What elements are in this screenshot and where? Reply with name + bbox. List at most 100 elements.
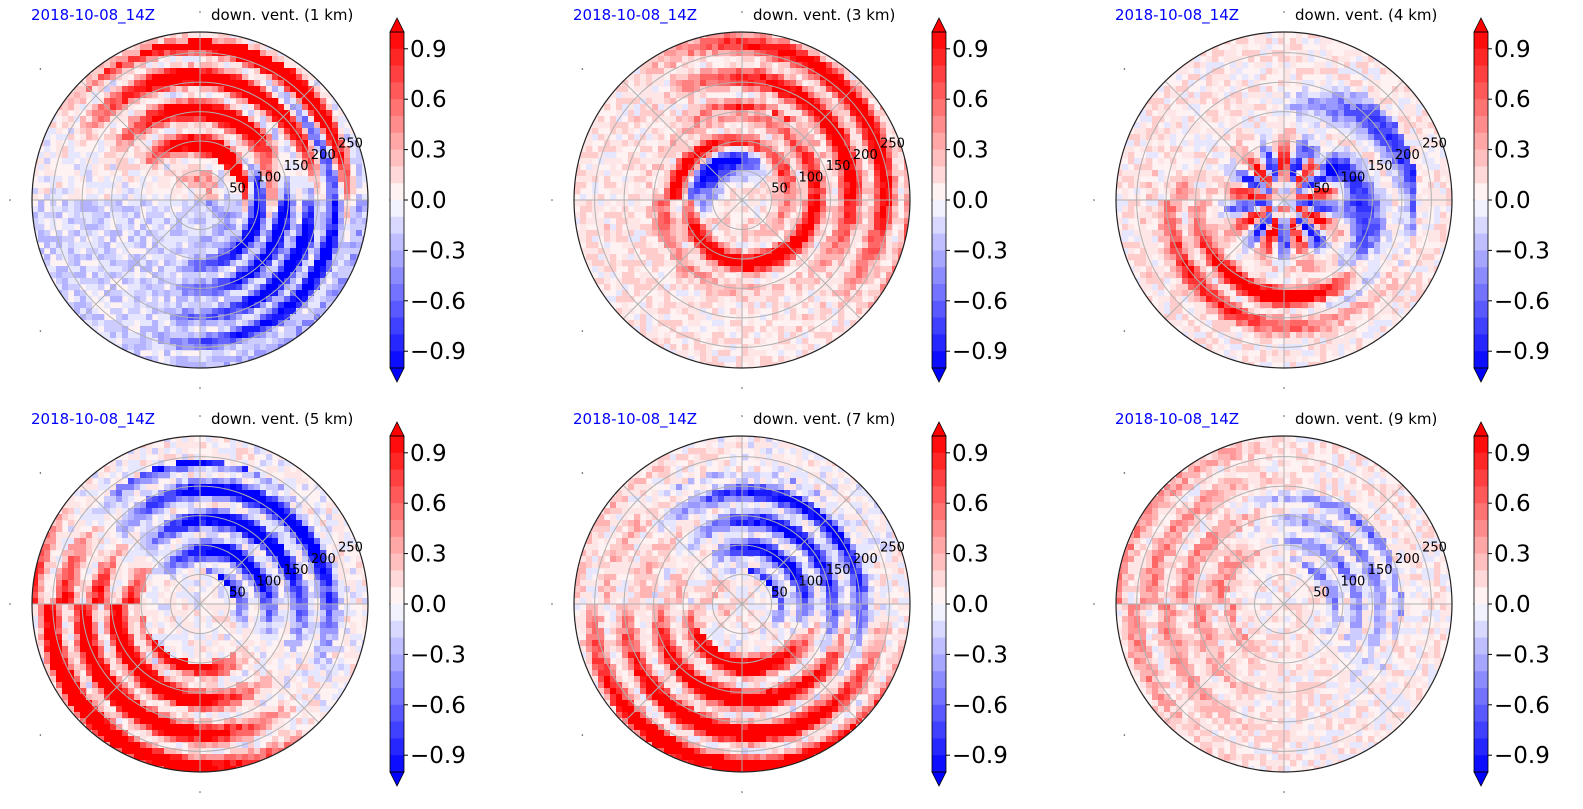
field-cell [580, 200, 587, 207]
field-cell [886, 122, 893, 129]
field-cell [736, 266, 743, 273]
field-cell [182, 116, 189, 123]
field-cell [808, 320, 815, 327]
field-cell [646, 134, 653, 141]
field-cell [92, 200, 99, 207]
field-cell [778, 266, 785, 273]
colorbar-band [390, 116, 404, 134]
field-cell [826, 134, 833, 141]
field-cell [302, 212, 309, 219]
field-cell [688, 194, 695, 201]
field-cell [140, 116, 147, 123]
field-cell [862, 200, 869, 207]
field-cell [1242, 80, 1249, 87]
field-cell [856, 200, 863, 207]
field-cell [874, 128, 881, 135]
field-cell [146, 50, 153, 57]
field-cell [200, 302, 207, 309]
field-cell [610, 230, 617, 237]
field-cell [1248, 116, 1255, 123]
field-cell [170, 302, 177, 309]
field-cell [652, 68, 659, 75]
field-cell [248, 326, 255, 333]
field-cell [164, 134, 171, 141]
field-cell [158, 92, 165, 99]
field-cell [688, 98, 695, 105]
field-cell [164, 326, 171, 333]
field-cell [194, 38, 201, 45]
field-cell [1326, 98, 1333, 105]
field-cell [164, 278, 171, 285]
field-cell [146, 206, 153, 213]
field-cell [284, 104, 291, 111]
field-cell [670, 206, 677, 213]
field-cell [92, 116, 99, 123]
field-cell [730, 332, 737, 339]
field-cell [706, 224, 713, 231]
field-cell [826, 266, 833, 273]
field-cell [628, 200, 635, 207]
field-cell [176, 104, 183, 111]
field-cell [652, 194, 659, 201]
field-cell [296, 146, 303, 153]
field-cell [218, 338, 225, 345]
field-cell [236, 290, 243, 297]
field-cell [1218, 50, 1225, 57]
field-cell [598, 194, 605, 201]
field-cell [296, 278, 303, 285]
field-cell [218, 80, 225, 87]
field-cell [152, 80, 159, 87]
field-cell [844, 284, 851, 291]
field-cell [56, 128, 63, 135]
field-cell [616, 236, 623, 243]
field-cell [236, 194, 243, 201]
field-cell [742, 188, 749, 195]
field-cell [694, 218, 701, 225]
field-cell [320, 296, 327, 303]
field-cell [622, 188, 629, 195]
field-cell [616, 146, 623, 153]
colorbar-band [932, 166, 946, 184]
field-cell [212, 350, 219, 357]
field-cell [182, 122, 189, 129]
field-cell [772, 188, 779, 195]
field-cell [856, 236, 863, 243]
field-cell [658, 158, 665, 165]
field-cell [640, 140, 647, 147]
field-cell [616, 224, 623, 231]
field-cell [332, 176, 339, 183]
field-cell [646, 122, 653, 129]
field-cell [838, 74, 845, 81]
field-cell [98, 242, 105, 249]
field-cell [80, 230, 87, 237]
field-cell [1308, 128, 1315, 135]
field-cell [616, 284, 623, 291]
field-cell [266, 74, 273, 81]
field-cell [706, 314, 713, 321]
field-cell [826, 248, 833, 255]
field-cell [236, 242, 243, 249]
field-cell [820, 266, 827, 273]
field-cell [670, 98, 677, 105]
field-cell [266, 236, 273, 243]
field-cell [664, 194, 671, 201]
field-cell [128, 308, 135, 315]
field-cell [1260, 50, 1267, 57]
field-cell [176, 134, 183, 141]
field-cell [784, 278, 791, 285]
field-cell [338, 230, 345, 237]
field-cell [308, 272, 315, 279]
field-cell [1314, 98, 1321, 105]
field-cell [766, 188, 773, 195]
field-cell [98, 224, 105, 231]
field-cell [808, 224, 815, 231]
field-cell [670, 260, 677, 267]
field-cell [290, 230, 297, 237]
field-cell [706, 194, 713, 201]
field-cell [266, 284, 273, 291]
field-cell [272, 134, 279, 141]
field-cell [1374, 98, 1381, 105]
field-cell [730, 236, 737, 243]
field-cell [1368, 134, 1375, 141]
field-cell [308, 218, 315, 225]
